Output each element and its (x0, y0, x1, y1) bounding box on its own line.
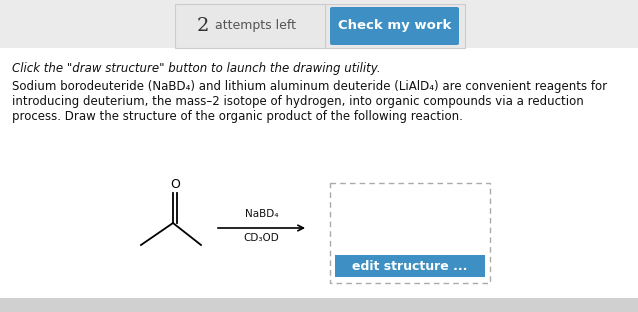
Text: process. Draw the structure of the organic product of the following reaction.: process. Draw the structure of the organ… (12, 110, 463, 123)
Text: CD₃OD: CD₃OD (244, 233, 279, 243)
Text: 2: 2 (197, 17, 209, 35)
Text: Check my work: Check my work (338, 19, 451, 32)
Text: attempts left: attempts left (211, 19, 296, 32)
Text: introducing deuterium, the mass–2 isotope of hydrogen, into organic compounds vi: introducing deuterium, the mass–2 isotop… (12, 95, 584, 108)
Text: Sodium borodeuteride (NaBD₄) and lithium aluminum deuteride (LiAlD₄) are conveni: Sodium borodeuteride (NaBD₄) and lithium… (12, 80, 607, 93)
Text: O: O (170, 178, 180, 191)
FancyBboxPatch shape (330, 7, 459, 45)
Bar (0, 298, 638, 312)
Text: NaBD₄: NaBD₄ (245, 209, 278, 219)
Bar (330, 183, 490, 283)
Text: Click the "draw structure" button to launch the drawing utility.: Click the "draw structure" button to lau… (12, 62, 381, 75)
Bar (335, 255, 485, 277)
Bar (175, 4, 465, 48)
Bar (0, 48, 638, 298)
Text: edit structure ...: edit structure ... (352, 260, 468, 272)
